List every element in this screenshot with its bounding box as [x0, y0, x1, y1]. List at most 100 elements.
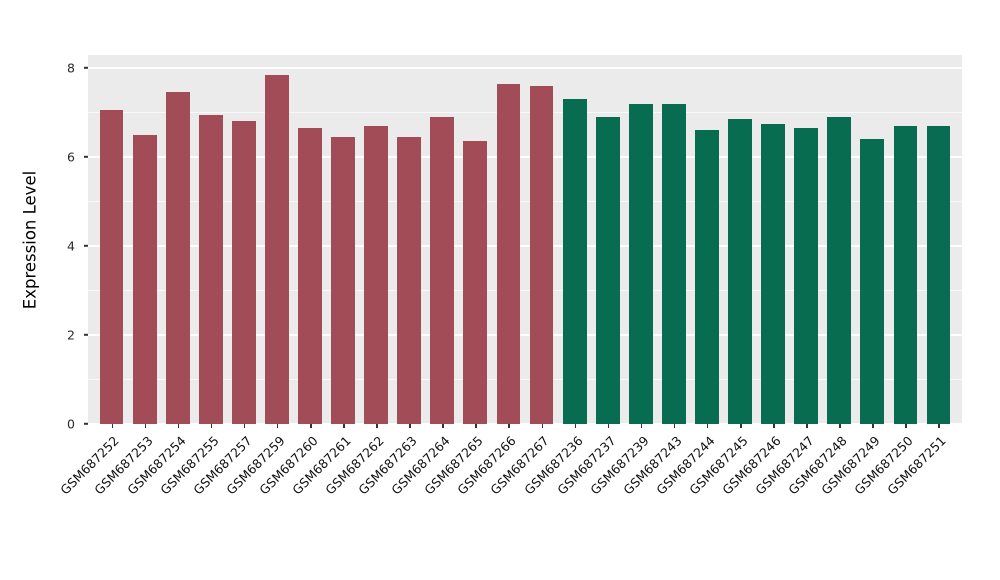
- bar-GSM687267: [529, 85, 554, 424]
- bar-slot: [128, 68, 161, 424]
- minor-gridline: [88, 111, 962, 113]
- x-label-slot: GSM687239: [587, 424, 657, 574]
- x-tick-mark: [839, 424, 841, 428]
- bar-GSM687246: [761, 123, 785, 424]
- x-tick-mark: [905, 424, 907, 428]
- y-tick-label: 4: [67, 237, 75, 253]
- x-label-slot: GSM687264: [388, 424, 459, 574]
- bar-slot: [260, 68, 293, 424]
- bar-slot: [360, 68, 393, 424]
- x-tick-mark: [111, 424, 114, 428]
- bar-slot: [95, 68, 128, 424]
- y-tick-label: 6: [67, 148, 75, 164]
- x-tick-mark: [607, 424, 610, 428]
- x-label-slot: GSM687263: [355, 424, 426, 574]
- bar-GSM687236: [562, 99, 587, 424]
- bar-slot: [227, 68, 260, 424]
- bar-slot: [393, 68, 426, 424]
- y-tick-label: 2: [67, 326, 75, 342]
- x-tick-mark: [640, 424, 643, 428]
- x-tick-mark: [806, 424, 808, 428]
- bar-slot: [591, 68, 624, 424]
- x-label-slot: GSM687265: [422, 424, 492, 574]
- y-tick-mark: [84, 423, 88, 425]
- y-tick-label: 8: [67, 59, 75, 75]
- y-tick-mark: [84, 156, 88, 158]
- bar-GSM687263: [397, 136, 422, 424]
- x-tick-mark: [376, 424, 378, 428]
- x-label-slot: GSM687251: [885, 424, 955, 574]
- major-gridline: [88, 245, 962, 247]
- bar-slot: [889, 68, 922, 424]
- x-label-slot: GSM687237: [554, 424, 624, 574]
- x-tick-mark: [243, 424, 246, 428]
- bar-GSM687239: [628, 103, 653, 424]
- x-label-slot: GSM687252: [58, 424, 128, 574]
- minor-gridline: [88, 289, 962, 291]
- bar-slot: [790, 68, 823, 424]
- y-tick-label: 0: [67, 415, 75, 431]
- x-label-slot: GSM687261: [289, 424, 360, 574]
- x-tick-mark: [310, 424, 312, 428]
- x-label-slot: GSM687247: [752, 424, 823, 574]
- bar-GSM687264: [430, 116, 455, 424]
- bar-slot: [624, 68, 657, 424]
- bar-GSM687255: [198, 114, 223, 424]
- bar-GSM687237: [595, 116, 620, 424]
- plot-scale-area: [88, 67, 962, 425]
- x-label-slot: GSM687249: [819, 424, 889, 574]
- bar-GSM687254: [165, 92, 190, 424]
- x-label-slot: GSM687255: [157, 424, 227, 574]
- bar-GSM687248: [827, 116, 852, 424]
- x-label-slot: GSM687262: [322, 424, 393, 574]
- x-tick-mark: [740, 424, 742, 428]
- x-label-slot: GSM687248: [785, 424, 856, 574]
- x-axis-labels: GSM687252 GSM687253 GSM687254 GSM687255 GSM6…: [58, 424, 962, 574]
- bar-GSM687259: [265, 74, 289, 424]
- x-label-slot: GSM687236: [521, 424, 591, 574]
- bar-GSM687243: [661, 103, 686, 424]
- bar-slot: [922, 68, 955, 424]
- bar-slot: [459, 68, 492, 424]
- bar-GSM687244: [695, 130, 719, 424]
- bar-GSM687265: [463, 141, 488, 424]
- bar-slot: [327, 68, 360, 424]
- bar-GSM687247: [794, 128, 819, 424]
- bar-GSM687260: [298, 128, 322, 424]
- x-label-slot: GSM687246: [719, 424, 790, 574]
- x-tick-mark: [872, 424, 874, 428]
- x-tick-mark: [409, 424, 411, 428]
- bar-slot: [293, 68, 326, 424]
- bar-GSM687253: [132, 134, 157, 424]
- bar-slot: [657, 68, 690, 424]
- y-tick-mark: [84, 245, 88, 247]
- bar-GSM687249: [860, 139, 885, 424]
- x-label-slot: GSM687250: [852, 424, 922, 574]
- x-label-slot: GSM687243: [620, 424, 690, 574]
- x-label-slot: GSM687245: [686, 424, 756, 574]
- x-label-slot: GSM687260: [256, 424, 326, 574]
- x-label-slot: GSM687254: [124, 424, 194, 574]
- bar-slot: [856, 68, 889, 424]
- bars-row: [88, 68, 962, 424]
- major-gridline: [88, 334, 962, 336]
- bar-GSM687252: [99, 110, 124, 424]
- y-tick-mark: [84, 334, 88, 336]
- x-tick-mark: [706, 424, 709, 428]
- x-label-slot: GSM687259: [223, 424, 293, 574]
- x-tick-mark: [475, 424, 477, 428]
- plot-panel: [88, 55, 962, 425]
- major-gridline: [88, 67, 962, 69]
- x-tick-mark: [177, 424, 180, 428]
- bar-GSM687262: [364, 125, 389, 424]
- x-tick-mark: [343, 424, 345, 428]
- bar-slot: [194, 68, 227, 424]
- x-label-slot: GSM687267: [488, 424, 558, 574]
- bar-GSM687250: [893, 125, 918, 424]
- major-gridline: [88, 156, 962, 158]
- bar-slot: [426, 68, 459, 424]
- x-tick-mark: [144, 424, 147, 428]
- x-tick-mark: [541, 424, 544, 428]
- minor-gridline: [88, 378, 962, 380]
